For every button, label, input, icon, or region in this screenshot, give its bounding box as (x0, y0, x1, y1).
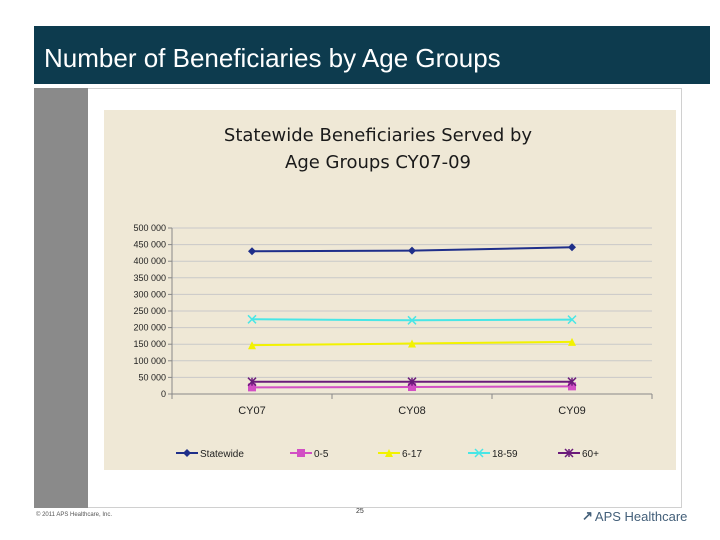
logo-text: APS Healthcare (594, 508, 688, 524)
data-point-age_6_17 (408, 339, 416, 348)
data-point-age_18_59 (567, 315, 577, 325)
y-tick-label: 450 000 (133, 240, 166, 250)
chart-title-line-1: Statewide Beneficiaries Served by (224, 125, 533, 146)
legend-label-age_6_17: 6-17 (402, 449, 422, 460)
data-point-age_6_17 (248, 341, 256, 350)
y-tick-label: 200 000 (133, 323, 166, 333)
legend-marker-statewide (183, 449, 191, 457)
series-layer (247, 243, 577, 392)
chart-area (104, 110, 676, 470)
data-point-statewide (408, 246, 416, 255)
series-statewide (248, 243, 576, 256)
slide-header: Number of Beneficiaries by Age Groups (34, 26, 710, 84)
data-point-statewide (568, 243, 576, 252)
data-point-age_18_59-stroke (407, 315, 417, 325)
data-point-age_60_plus (407, 377, 417, 387)
data-point-age_18_59-stroke (567, 315, 577, 325)
y-tick-label: 350 000 (133, 273, 166, 283)
series-age_0_5 (248, 382, 576, 392)
y-tick-label: 250 000 (133, 306, 166, 316)
y-tick-label: 300 000 (133, 289, 166, 299)
data-point-age_0_5 (248, 383, 256, 392)
data-point-age_60_plus (247, 377, 257, 387)
legend-item-statewide: Statewide (176, 449, 244, 460)
data-point-age_18_59 (247, 314, 257, 324)
y-tick-label: 50 000 (138, 372, 166, 382)
legend: Statewide 0-5 6-17 18-59 60+ (176, 448, 599, 460)
legend-marker-age_0_5 (297, 449, 305, 457)
x-tick-label-cy07: CY07 (238, 405, 266, 417)
legend-label-age_18_59: 18-59 (492, 449, 518, 460)
legend-marker-age_18_59-stroke (474, 448, 484, 458)
legend-label-age_60_plus: 60+ (582, 449, 599, 460)
legend-item-age_60_plus: 60+ (558, 448, 599, 460)
legend-marker-age_18_59 (474, 448, 484, 458)
y-tick-label: 400 000 (133, 256, 166, 266)
company-logo: ↗ APS Healthcare (582, 508, 687, 524)
legend-marker-age_60_plus (564, 448, 574, 458)
data-point-age_18_59-stroke (247, 314, 257, 324)
axes: 0 50 000 100 000 150 000 200 000 250 000 300 0… (133, 223, 653, 417)
x-tick-label-cy08: CY08 (398, 405, 426, 417)
legend-item-age_18_59: 18-59 (468, 448, 518, 460)
legend-label-statewide: Statewide (200, 449, 244, 460)
data-point-age_0_5 (568, 382, 576, 391)
logo-arrow-icon: ↗ (582, 508, 593, 523)
chart-title-line-2: Age Groups CY07-09 (285, 152, 471, 173)
data-point-age_6_17 (568, 337, 576, 346)
legend-item-age_6_17: 6-17 (378, 449, 422, 460)
slide-title: Number of Beneficiaries by Age Groups (44, 43, 501, 73)
data-point-statewide (248, 247, 256, 256)
data-point-age_60_plus (567, 377, 577, 387)
y-tick-label: 150 000 (133, 339, 166, 349)
series-age_6_17 (248, 337, 576, 350)
series-age_60_plus (247, 377, 577, 387)
footer-copyright: © 2011 APS Healthcare, Inc. (36, 512, 113, 518)
y-tick-label: 100 000 (133, 356, 166, 366)
data-point-age_18_59 (407, 315, 417, 325)
x-tick-label-cy09: CY09 (558, 405, 586, 417)
legend-item-age_0_5: 0-5 (290, 449, 329, 460)
page-number: 25 (356, 508, 364, 515)
y-tick-label: 500 000 (133, 223, 166, 233)
data-point-age_0_5 (408, 383, 416, 392)
legend-marker-age_6_17 (385, 449, 393, 457)
side-accent-bar (34, 88, 88, 508)
y-tick-label: 0 (161, 389, 166, 399)
series-age_18_59 (247, 314, 577, 325)
legend-label-age_0_5: 0-5 (314, 449, 329, 460)
